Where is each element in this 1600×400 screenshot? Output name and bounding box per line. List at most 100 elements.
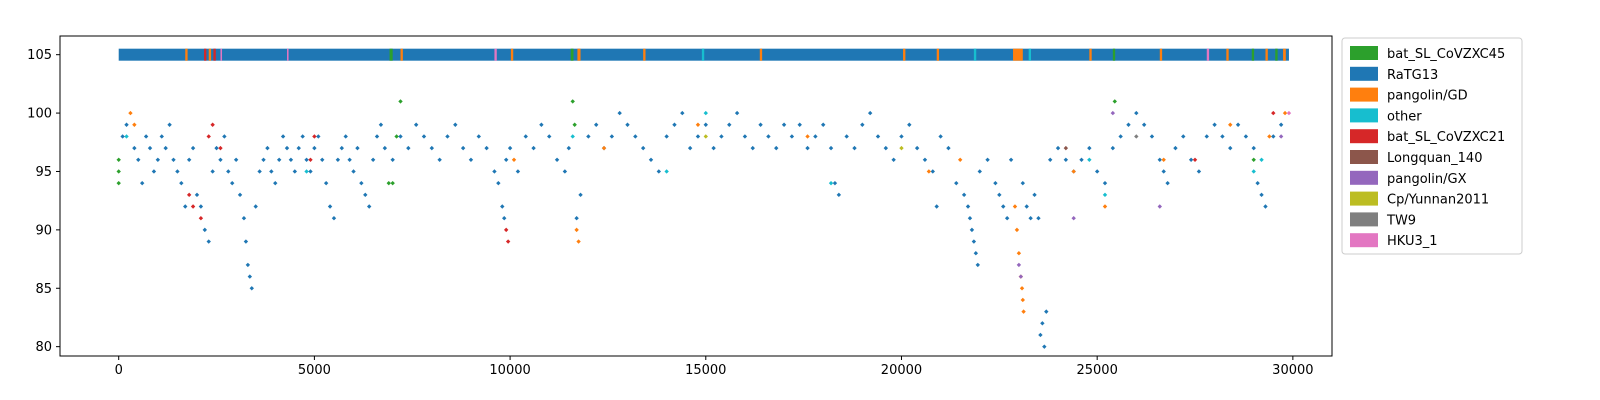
series-cp-yunnan2011 xyxy=(703,134,904,151)
plot-marks xyxy=(116,48,1292,349)
band-segment-17 xyxy=(936,48,940,61)
band-segment-8 xyxy=(400,48,403,61)
band-segment-16 xyxy=(903,48,906,61)
data-point xyxy=(355,145,360,151)
data-point xyxy=(1110,110,1116,116)
band-segment-25 xyxy=(1226,48,1229,61)
data-point xyxy=(132,122,137,127)
data-point xyxy=(503,227,509,233)
data-point xyxy=(1286,110,1292,116)
data-point xyxy=(1278,134,1284,139)
data-point xyxy=(136,157,141,162)
data-point xyxy=(460,145,466,151)
data-point xyxy=(1087,157,1092,162)
data-point xyxy=(554,157,560,162)
data-point xyxy=(1157,157,1162,162)
data-point xyxy=(852,145,857,151)
data-point xyxy=(226,169,231,174)
legend-label: other xyxy=(1387,109,1422,124)
band-segment-24 xyxy=(1206,48,1210,61)
data-point xyxy=(218,157,223,162)
data-point xyxy=(1196,169,1202,174)
data-point xyxy=(907,122,912,127)
data-point xyxy=(374,134,380,139)
data-point xyxy=(711,145,716,151)
data-point xyxy=(742,134,748,139)
band-segment-2 xyxy=(204,48,207,61)
data-point xyxy=(570,99,575,104)
band-segment-18 xyxy=(973,48,977,61)
data-point xyxy=(574,227,579,233)
data-point xyxy=(899,145,904,151)
data-point xyxy=(957,157,963,162)
data-point xyxy=(502,215,507,221)
data-point xyxy=(241,215,247,221)
data-point xyxy=(292,169,298,174)
data-point xyxy=(593,122,599,127)
band-segment-27 xyxy=(1265,48,1268,61)
data-point xyxy=(1271,134,1276,139)
data-point xyxy=(515,169,521,174)
data-point xyxy=(844,134,849,139)
data-point xyxy=(359,180,364,186)
data-point xyxy=(453,122,458,127)
data-point xyxy=(727,122,732,127)
data-point xyxy=(202,227,208,233)
data-point xyxy=(335,157,341,162)
data-point xyxy=(609,134,615,139)
data-point xyxy=(821,122,826,127)
series-longquan-140 xyxy=(1063,145,1069,151)
data-point xyxy=(366,204,372,209)
band-segment-22 xyxy=(1112,48,1116,61)
data-point xyxy=(648,157,654,162)
data-point xyxy=(946,145,951,151)
data-point xyxy=(1102,192,1108,198)
data-point xyxy=(640,145,646,151)
legend-label: RaTG13 xyxy=(1387,68,1438,83)
legend-label: pangolin/GD xyxy=(1387,89,1468,104)
data-point xyxy=(781,122,787,127)
data-point xyxy=(766,134,771,139)
data-point xyxy=(128,110,133,116)
data-point xyxy=(973,251,979,256)
band-segment-11 xyxy=(570,48,574,61)
band-segment-1 xyxy=(185,48,188,61)
legend-swatch xyxy=(1350,87,1378,102)
band-segment-10 xyxy=(510,48,514,61)
data-point xyxy=(500,204,505,209)
data-point xyxy=(476,134,481,139)
data-point xyxy=(1228,122,1233,127)
x-tick-label: 0 xyxy=(115,363,123,378)
data-point xyxy=(280,134,286,139)
data-point xyxy=(265,145,270,151)
data-point xyxy=(1028,215,1033,221)
series-bat-sl-covzxc45 xyxy=(116,99,1256,186)
data-point xyxy=(1012,204,1018,209)
data-point xyxy=(1251,157,1256,162)
data-point xyxy=(687,145,693,151)
data-point xyxy=(1251,145,1256,151)
data-point xyxy=(210,169,215,174)
data-point xyxy=(116,169,121,174)
data-point xyxy=(308,169,313,174)
data-point xyxy=(883,145,889,151)
legend-swatch xyxy=(1350,129,1378,144)
data-point xyxy=(922,157,928,162)
data-point xyxy=(1243,134,1249,139)
data-point xyxy=(734,110,740,116)
data-point xyxy=(1021,309,1026,314)
data-point xyxy=(1032,192,1037,198)
legend-swatch xyxy=(1350,212,1378,227)
data-point xyxy=(805,134,810,139)
data-point xyxy=(601,145,607,151)
data-point xyxy=(206,134,211,139)
data-point xyxy=(312,134,317,139)
data-point xyxy=(151,169,157,174)
data-point xyxy=(327,204,333,209)
data-point xyxy=(1063,145,1069,151)
band-segment-3 xyxy=(208,48,212,61)
data-point xyxy=(390,157,395,162)
data-point xyxy=(969,227,975,233)
legend: bat_SL_CoVZXC45 RaTG13 pangolin/GD other bat… xyxy=(1341,37,1523,255)
data-point xyxy=(836,192,842,198)
